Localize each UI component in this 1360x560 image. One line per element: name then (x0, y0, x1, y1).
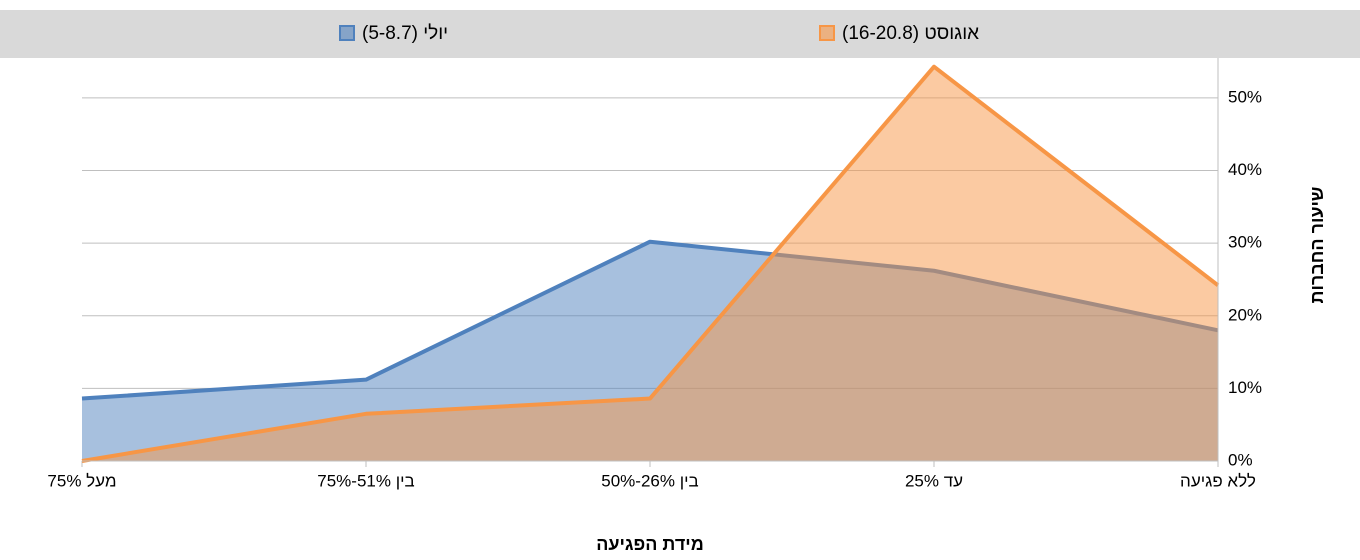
area-fill (82, 66, 1218, 462)
y-axis-title: שיעור החברות (1307, 187, 1327, 304)
y-tick-label: 10% (1228, 378, 1262, 397)
x-axis-title: מידת הפגיעה (596, 534, 704, 554)
legend-label: אוגוסט (16-20.8) (842, 23, 979, 44)
x-tick-label: בין 26%-50% (601, 471, 698, 490)
x-tick-label: מעל 75% (47, 471, 116, 490)
legend-label: יולי (5-8.7) (362, 23, 448, 44)
legend-band (0, 10, 1360, 58)
legend-swatch (819, 25, 835, 41)
y-tick-label: 0% (1228, 450, 1253, 469)
y-tick-label: 50% (1228, 87, 1262, 106)
legend-swatch (339, 25, 355, 41)
area-line (81, 64, 1220, 463)
y-tick-label: 30% (1228, 233, 1262, 252)
y-tick-label: 20% (1228, 305, 1262, 324)
x-tick-label: עד 25% (905, 471, 963, 490)
x-tick-label: ללא פגיעה (1180, 471, 1256, 490)
y-tick-label: 40% (1228, 160, 1262, 179)
x-tick-label: בין 51%-75% (317, 471, 414, 490)
